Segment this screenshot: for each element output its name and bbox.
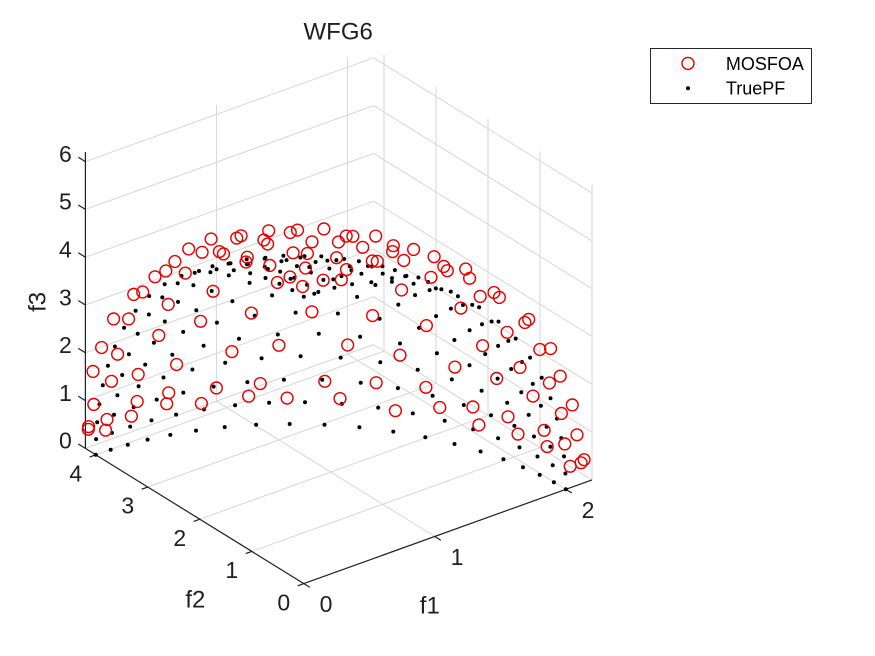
svg-text:5: 5 [59, 189, 72, 215]
svg-text:MOSFOA: MOSFOA [726, 54, 804, 74]
svg-text:4: 4 [59, 237, 72, 263]
svg-text:0: 0 [59, 428, 72, 454]
svg-text:f2: f2 [185, 586, 205, 613]
svg-text:4: 4 [69, 461, 82, 487]
svg-text:3: 3 [59, 284, 72, 310]
svg-text:6: 6 [59, 141, 72, 167]
svg-text:1: 1 [451, 544, 464, 570]
svg-text:f3: f3 [24, 292, 51, 312]
svg-text:1: 1 [225, 557, 238, 583]
svg-text:TruePF: TruePF [726, 79, 785, 99]
svg-text:0: 0 [277, 589, 290, 615]
svg-text:WFG6: WFG6 [304, 18, 373, 45]
svg-text:2: 2 [582, 497, 595, 523]
svg-text:0: 0 [320, 591, 333, 617]
svg-text:3: 3 [121, 493, 134, 519]
svg-text:1: 1 [59, 380, 72, 406]
svg-text:2: 2 [173, 525, 186, 551]
svg-text:f1: f1 [420, 593, 440, 620]
svg-text:2: 2 [59, 332, 72, 358]
